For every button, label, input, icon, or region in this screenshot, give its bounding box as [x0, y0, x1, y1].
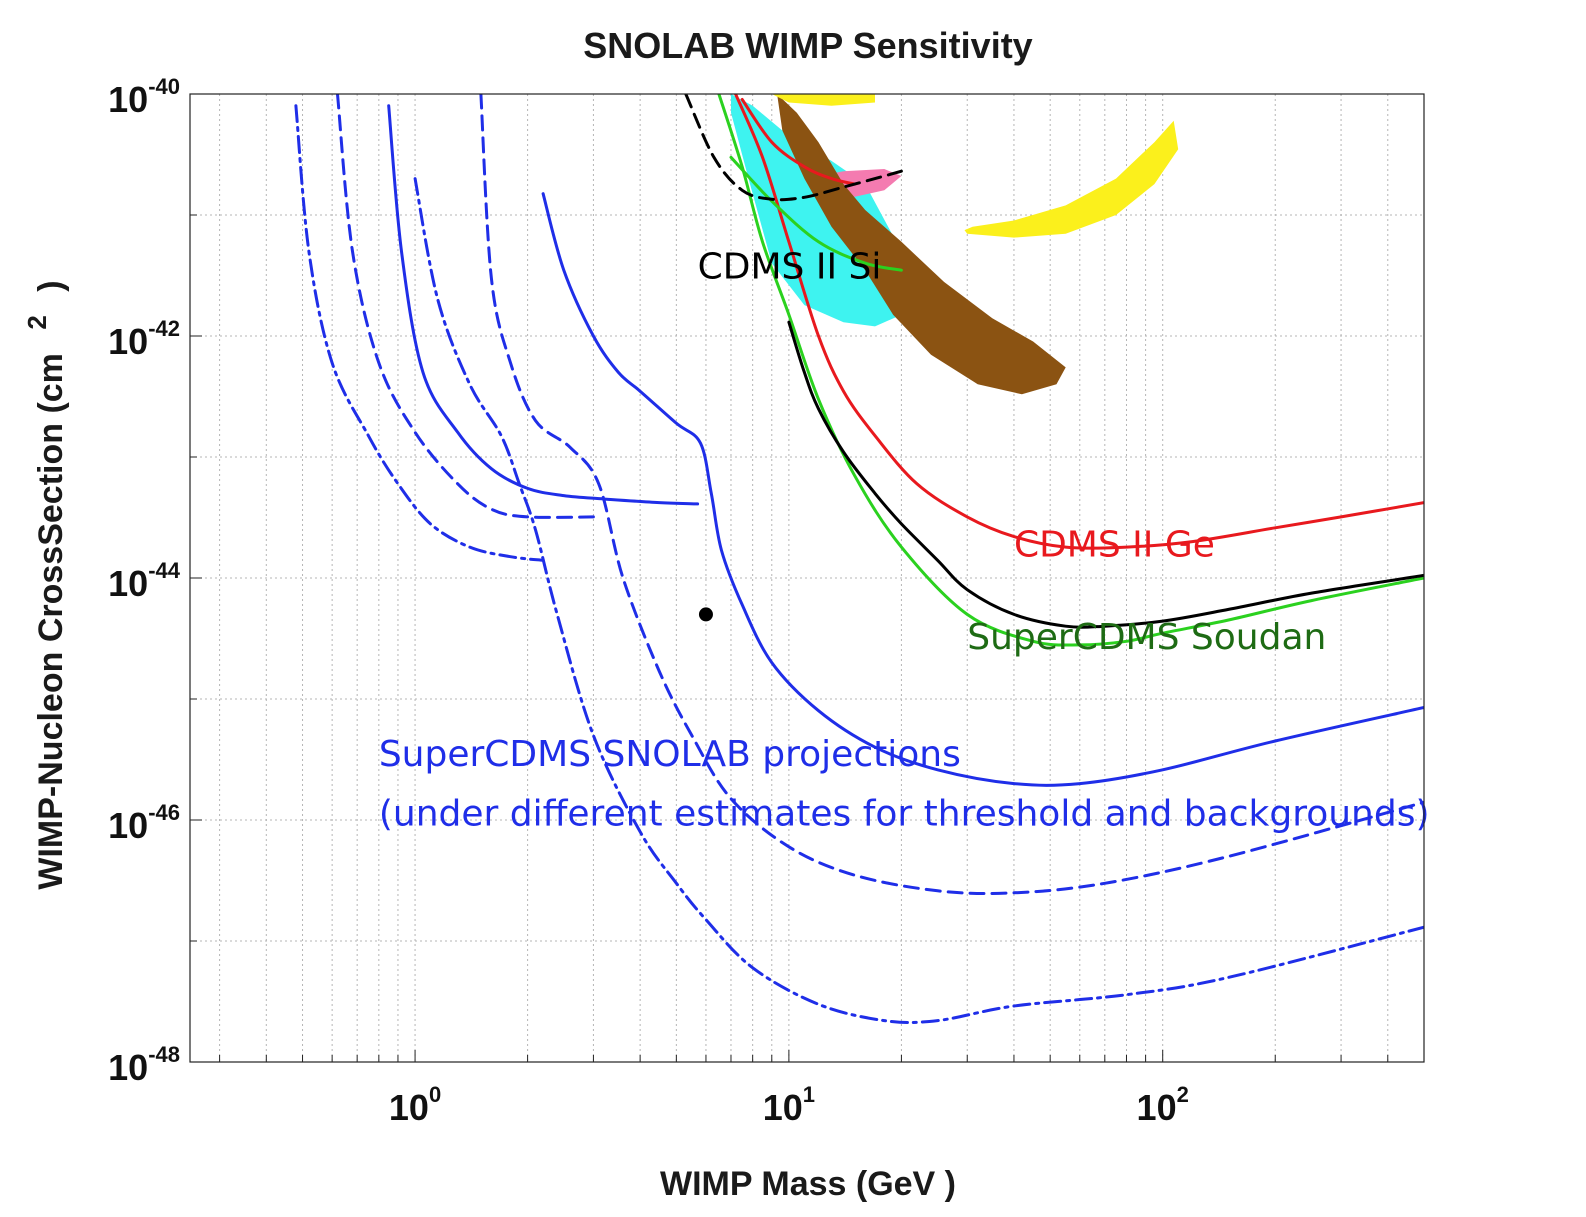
limit-curve-2: [717, 94, 1424, 647]
y-tick-label-3: 10-46: [108, 800, 180, 846]
grid: [190, 93, 1425, 1063]
y-tick-base: 10: [108, 1047, 148, 1088]
limit-curve-6: [541, 192, 1424, 787]
y-tick-base: 10: [108, 79, 148, 120]
annotation-3: SuperCDMS SNOLAB projections: [379, 734, 961, 775]
x-tick-exponent: 0: [429, 1082, 441, 1107]
plot-frame: [189, 93, 1425, 1063]
limit-curves: [294, 94, 1424, 1025]
signal-region-0: [731, 94, 902, 327]
x-tick-exponent: 1: [803, 1082, 815, 1107]
limit-curve-4: [787, 320, 1424, 629]
signal-region-3: [771, 94, 875, 106]
y-tick-exponent: -44: [148, 558, 181, 583]
y-tick-label-4: 10-48: [108, 1042, 180, 1088]
x-tick-label-2: 102: [1137, 1082, 1189, 1128]
y-tick-exponent: -42: [148, 316, 180, 341]
x-axis-label: WIMP Mass (GeV ): [660, 1165, 956, 1203]
annotation-1: CDMS II Ge: [1014, 525, 1215, 566]
data-point-0: [698, 607, 713, 622]
x-tick-base: 10: [763, 1087, 803, 1128]
signal-region-4: [964, 120, 1179, 238]
annotation-4: (under different estimates for threshold…: [379, 794, 1430, 835]
limit-curve-0: [734, 94, 1424, 550]
y-tick-label-1: 10-42: [108, 316, 180, 362]
y-tick-base: 10: [108, 321, 148, 362]
y-axis-label-close: ): [32, 280, 70, 291]
y-tick-base: 10: [108, 805, 148, 846]
y-tick-exponent: -48: [148, 1042, 180, 1067]
x-tick-exponent: 2: [1177, 1082, 1189, 1107]
y-tick-exponent: -40: [148, 74, 180, 99]
x-tick-base: 10: [389, 1087, 429, 1128]
y-axis-label: WIMP-Nucleon CrossSection (cm: [32, 353, 70, 890]
x-tick-label-0: 100: [389, 1082, 441, 1128]
data-points: [698, 607, 713, 622]
annotations: CDMS II Si CDMS II Ge SuperCDMS Soudan Supe…: [379, 246, 1430, 834]
chart-title: SNOLAB WIMP Sensitivity: [583, 25, 1032, 66]
limit-curve-7: [387, 104, 700, 506]
limit-curve-3: [729, 155, 903, 272]
y-axis-label-exponent: 2: [22, 315, 52, 329]
limit-curve-10: [413, 177, 1424, 1025]
limit-curve-9: [336, 94, 595, 519]
limit-curve-8: [479, 94, 1424, 896]
y-tick-label-2: 10-44: [108, 558, 181, 604]
annotation-0: CDMS II Si: [698, 246, 882, 287]
limit-curve-11: [294, 104, 545, 562]
limit-curve-5: [684, 94, 903, 202]
limit-curve-1: [740, 98, 857, 186]
y-tick-base: 10: [108, 563, 148, 604]
x-tick-base: 10: [1137, 1087, 1177, 1128]
y-tick-exponent: -46: [148, 800, 180, 825]
x-tick-labels: 100 101 102: [389, 1082, 1189, 1128]
x-tick-label-1: 101: [763, 1082, 815, 1128]
annotation-2: SuperCDMS Soudan: [967, 617, 1326, 658]
y-tick-label-0: 10-40: [108, 74, 180, 120]
signal-region-2: [777, 94, 1066, 395]
y-axis-label-group: WIMP-Nucleon CrossSection (cm 2 ): [16, 280, 70, 889]
svg-text:WIMP-Nucleon CrossSection (cm: WIMP-Nucleon CrossSection (cm 2 ): [16, 280, 70, 889]
